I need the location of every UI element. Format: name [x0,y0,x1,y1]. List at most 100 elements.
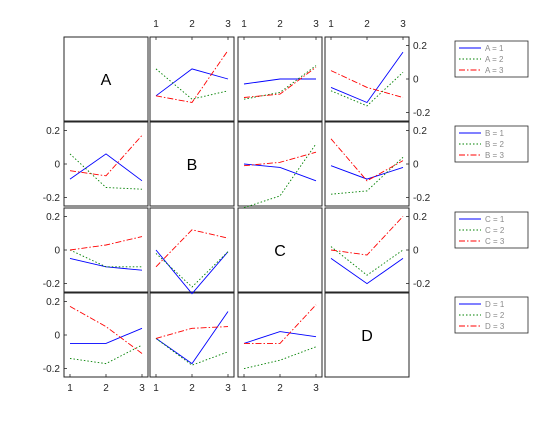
legend-label-c-2: C = 2 [485,226,505,235]
panel-frame-c-d [324,207,410,293]
series-line-bd-1 [330,165,404,180]
series-line-ac-1 [243,78,316,85]
x-tick-label-bottom-1-1: 2 [189,383,195,394]
x-tick-label-top-2-0: 1 [241,19,247,30]
series-line-da-1 [70,327,143,344]
diagonal-label-b: B [187,157,198,174]
panel-frame-c-c [237,207,323,293]
y-tick-label-left-1-1: 0 [54,160,60,171]
x-tick-label-top-1-1: 2 [189,19,195,30]
x-tick-label-bottom-0-0: 1 [67,383,73,394]
y-tick-label-right-2-1: 0 [413,246,419,257]
series-line-cb-2 [155,251,229,288]
legend-label-d-3: D = 3 [485,322,505,331]
diagonal-label-a: A [101,72,112,89]
panel-frame-a-d [324,36,410,122]
y-tick-label-left-2-2: -0.2 [43,279,61,290]
series-line-cd-3 [330,216,404,256]
series-line-da-3 [69,306,143,354]
legend-label-c-1: C = 1 [485,215,505,224]
x-tick-label-top-3-1: 2 [364,19,370,30]
panel-frame-a-b [149,36,235,122]
series-line-ba-1 [69,153,143,182]
y-tick-label-left-3-1: 0 [54,331,60,342]
x-tick-label-bottom-2-0: 1 [241,383,247,394]
x-tick-label-top-2-2: 3 [313,19,319,30]
legend-label-a-1: A = 1 [485,44,504,53]
y-tick-label-right-1-2: -0.2 [413,193,431,204]
y-tick-label-right-1-1: 0 [413,160,419,171]
series-line-dc-1 [243,331,317,344]
x-tick-label-top-1-0: 1 [153,19,159,30]
panel-frame-d-c [237,292,323,378]
x-tick-label-bottom-2-2: 3 [313,383,319,394]
panel-frame-d-d [324,292,410,378]
series-line-bc-1 [243,163,317,182]
series-line-ca-2 [69,249,142,268]
legend-label-b-3: B = 3 [485,151,504,160]
panel-frame-b-b [149,121,235,207]
panel-frame-b-c [237,121,323,207]
y-tick-label-right-2-0: 0.2 [413,212,427,223]
legend-label-c-3: C = 3 [485,237,505,246]
series-line-da-2 [69,344,143,365]
series-line-bd-2 [330,156,404,195]
series-line-cb-1 [155,249,229,295]
panel-frame-a-a [63,36,149,122]
x-tick-label-bottom-1-2: 3 [225,383,231,394]
series-line-ac-2 [243,65,317,100]
y-tick-label-left-1-0: 0.2 [46,126,60,137]
series-line-ab-1 [155,68,229,97]
legend-label-d-1: D = 1 [485,300,505,309]
x-tick-label-top-3-2: 3 [400,19,406,30]
series-line-cd-2 [330,246,404,276]
y-tick-label-right-2-2: -0.2 [413,279,431,290]
panel-frame-d-b [149,292,235,378]
x-tick-label-bottom-2-1: 2 [277,383,283,394]
x-tick-label-bottom-0-2: 3 [139,383,145,394]
y-tick-label-right-0-0: 0.2 [413,41,427,52]
y-tick-label-right-0-2: -0.2 [413,108,431,119]
series-line-ac-3 [243,66,317,98]
legend-label-a-3: A = 3 [485,66,504,75]
series-line-ca-3 [69,236,143,251]
series-line-ad-1 [330,51,404,104]
legend-label-b-2: B = 2 [485,140,504,149]
legend-label-b-1: B = 1 [485,129,504,138]
legend-label-a-2: A = 2 [485,55,504,64]
panel-frame-c-b [149,207,235,293]
series-line-bc-3 [243,151,317,167]
series-line-bd-3 [330,138,404,182]
legend-label-d-2: D = 2 [485,311,505,320]
panel-frame-c-a [63,207,149,293]
x-tick-label-top-3-0: 1 [328,19,334,30]
x-tick-label-bottom-1-0: 1 [153,383,159,394]
series-line-db-2 [155,338,229,366]
series-line-db-3 [155,326,229,339]
panel-frame-d-a [63,292,149,378]
y-tick-label-right-0-1: 0 [413,75,419,86]
y-tick-label-left-2-0: 0.2 [46,212,60,223]
panel-frame-b-a [63,121,149,207]
y-tick-label-right-1-0: 0.2 [413,126,427,137]
diagonal-label-d: D [361,328,373,345]
x-tick-label-top-1-2: 3 [225,19,231,30]
series-line-ad-3 [330,70,404,98]
diagonal-label-c: C [274,243,286,260]
series-line-dc-3 [244,304,317,344]
y-tick-label-left-3-0: 0.2 [46,297,60,308]
panel-frame-b-d [324,121,410,207]
series-line-ab-3 [155,50,229,103]
series-line-ba-2 [69,153,143,190]
x-tick-label-bottom-0-1: 2 [103,383,109,394]
series-line-cd-1 [330,258,404,285]
series-line-ad-2 [330,71,404,107]
x-tick-label-top-2-1: 2 [277,19,283,30]
y-tick-label-left-1-2: -0.2 [43,193,61,204]
series-line-cb-3 [155,229,229,268]
y-tick-label-left-2-1: 0 [54,246,60,257]
y-tick-label-left-3-2: -0.2 [43,364,61,375]
series-line-ba-3 [69,135,143,177]
